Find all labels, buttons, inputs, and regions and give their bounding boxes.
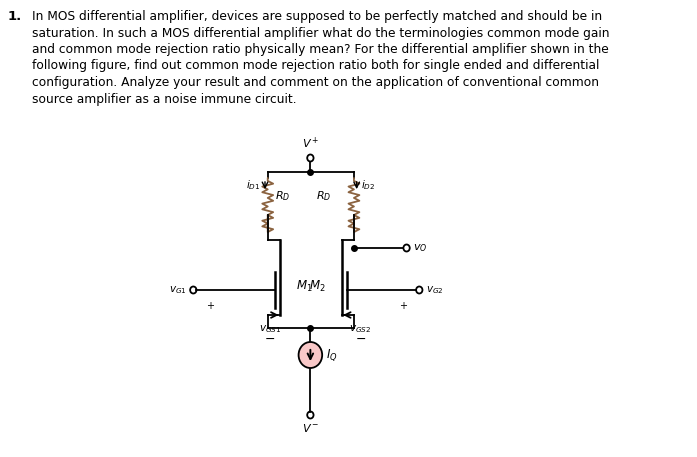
Text: following figure, find out common mode rejection ratio both for single ended and: following figure, find out common mode r… — [32, 59, 599, 73]
Text: $M_1$: $M_1$ — [296, 278, 312, 293]
Text: −: − — [264, 333, 275, 346]
Text: $v_{GS1}$: $v_{GS1}$ — [259, 323, 281, 335]
Text: +: + — [399, 301, 407, 311]
Text: In MOS differential amplifier, devices are supposed to be perfectly matched and : In MOS differential amplifier, devices a… — [32, 10, 602, 23]
Text: $i_{D1}$: $i_{D1}$ — [246, 178, 261, 192]
Text: source amplifier as a noise immune circuit.: source amplifier as a noise immune circu… — [32, 92, 296, 106]
Text: $i_{D2}$: $i_{D2}$ — [361, 178, 376, 192]
Text: $v_{GS2}$: $v_{GS2}$ — [349, 323, 372, 335]
Text: $M_2$: $M_2$ — [309, 278, 325, 293]
Text: and common mode rejection ratio physically mean? For the differential amplifier : and common mode rejection ratio physical… — [32, 43, 608, 56]
Text: $v_O$: $v_O$ — [413, 242, 427, 254]
Text: $v_{G1}$: $v_{G1}$ — [169, 284, 187, 296]
Circle shape — [298, 342, 322, 368]
Text: $V^+$: $V^+$ — [302, 136, 319, 151]
Text: configuration. Analyze your result and comment on the application of conventiona: configuration. Analyze your result and c… — [32, 76, 599, 89]
Text: $R_D$: $R_D$ — [316, 190, 331, 203]
Text: $V^-$: $V^-$ — [302, 422, 319, 434]
Text: +: + — [206, 301, 214, 311]
Text: −: − — [356, 333, 367, 346]
Text: saturation. In such a MOS differential amplifier what do the terminologies commo: saturation. In such a MOS differential a… — [32, 27, 609, 39]
Text: 1.: 1. — [7, 10, 22, 23]
Text: $v_{G2}$: $v_{G2}$ — [426, 284, 443, 296]
Text: $I_Q$: $I_Q$ — [325, 347, 337, 363]
Text: $R_D$: $R_D$ — [275, 190, 291, 203]
